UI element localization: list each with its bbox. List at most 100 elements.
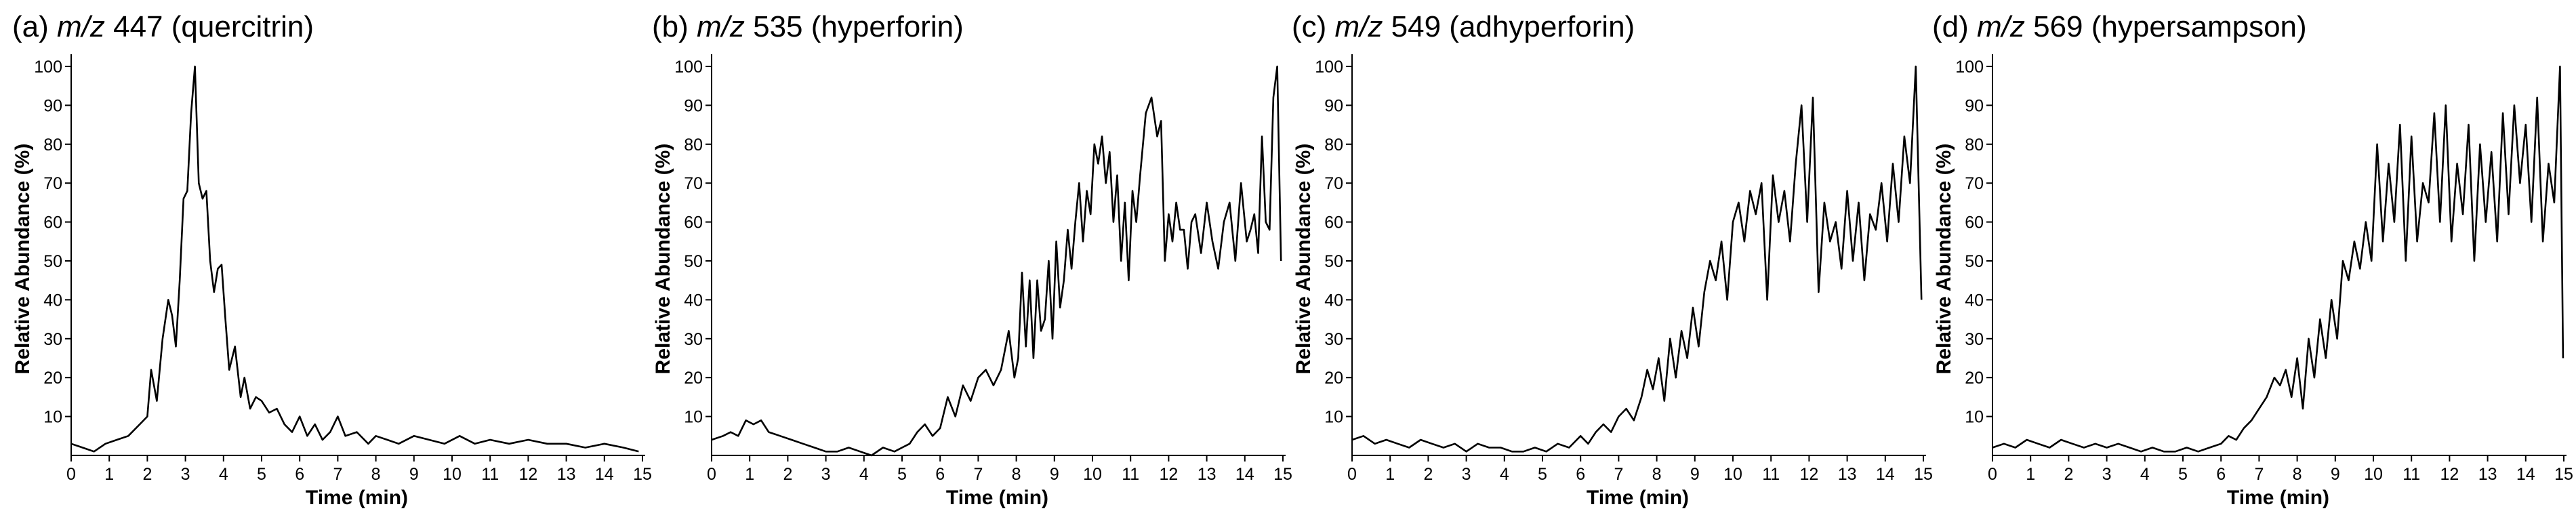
- x-tick-label: 14: [595, 465, 614, 484]
- y-tick-label: 60: [1324, 213, 1343, 232]
- x-tick-label: 11: [1762, 465, 1780, 484]
- x-tick-label: 7: [973, 465, 983, 484]
- x-tick-label: 4: [859, 465, 869, 484]
- x-tick-label: 3: [821, 465, 831, 484]
- x-tick-label: 4: [1500, 465, 1509, 484]
- y-tick-label: 70: [684, 174, 703, 193]
- y-tick-label: 20: [1965, 369, 1984, 388]
- y-tick-label: 10: [684, 408, 703, 427]
- y-tick-label: 10: [43, 408, 62, 427]
- x-tick-label: 14: [2516, 465, 2535, 484]
- panel-title: (c) m/z 549 (adhyperforin): [1292, 10, 1635, 43]
- x-tick-label: 1: [2026, 465, 2035, 484]
- x-tick-label: 5: [257, 465, 266, 484]
- y-axis-label: Relative Abundance (%): [1292, 144, 1315, 375]
- y-tick-label: 30: [1324, 330, 1343, 349]
- chromatogram-trace: [1992, 65, 2564, 453]
- x-tick-label: 11: [2403, 465, 2420, 484]
- y-tick-label: 80: [1324, 136, 1343, 155]
- x-tick-label: 0: [66, 465, 76, 484]
- y-tick-label: 60: [684, 213, 703, 232]
- x-tick-label: 5: [1538, 465, 1547, 484]
- y-tick-label: 10: [1965, 408, 1984, 427]
- x-tick-label: 12: [2440, 465, 2459, 484]
- x-tick-label: 6: [935, 465, 945, 484]
- y-tick-label: 100: [1955, 58, 1984, 77]
- mz-label: m/z: [57, 10, 105, 43]
- x-tick-label: 15: [633, 465, 652, 484]
- x-tick-label: 8: [1652, 465, 1662, 484]
- y-tick-label: 20: [684, 369, 703, 388]
- panel-c: (c) m/z 549 (adhyperforin)0 1 2 3 4 5 6 7 8 9 10 11…: [1292, 10, 1933, 509]
- x-tick-label: 6: [2216, 465, 2226, 484]
- x-tick-label: 4: [219, 465, 228, 484]
- panel-label: (a): [12, 10, 57, 43]
- chromatogram-trace: [70, 65, 639, 453]
- panel-b: (b) m/z 535 (hyperforin)0 1 2 3 4 5 6 7 8 9 10 11 12…: [652, 10, 1292, 509]
- panel-title: (b) m/z 535 (hyperforin): [652, 10, 964, 43]
- x-tick-label: 0: [707, 465, 716, 484]
- compound-name: (adhyperforin): [1449, 10, 1635, 43]
- x-tick-label: 11: [1122, 465, 1139, 484]
- x-tick-label: 13: [1198, 465, 1217, 484]
- y-tick-label: 50: [684, 252, 703, 271]
- y-tick-label: 80: [43, 136, 62, 155]
- compound-name: (hyperforin): [811, 10, 964, 43]
- x-tick-label: 3: [181, 465, 190, 484]
- x-tick-label: 8: [371, 465, 381, 484]
- y-axis-label: Relative Abundance (%): [652, 144, 674, 375]
- mz-label: m/z: [697, 10, 745, 43]
- x-tick-label: 2: [2064, 465, 2073, 484]
- y-tick-label: 50: [1965, 252, 1984, 271]
- x-tick-label: 5: [2178, 465, 2188, 484]
- x-tick-label: 10: [2364, 465, 2383, 484]
- panel-label: (b): [652, 10, 697, 43]
- y-tick-label: 40: [1965, 291, 1984, 310]
- x-tick-label: 6: [1576, 465, 1585, 484]
- x-tick-label: 7: [333, 465, 342, 484]
- x-axis-label: Time (min): [1587, 487, 1689, 509]
- x-tick-label: 5: [897, 465, 907, 484]
- x-tick-label: 0: [1347, 465, 1357, 484]
- y-tick-label: 80: [684, 136, 703, 155]
- y-tick-label: 50: [43, 252, 62, 271]
- x-tick-label: 3: [1462, 465, 1471, 484]
- y-tick-label: 70: [43, 174, 62, 193]
- x-tick-label: 0: [1988, 465, 1997, 484]
- x-tick-label: 14: [1235, 465, 1254, 484]
- y-tick-label: 90: [43, 96, 62, 115]
- x-axis-label: Time (min): [2227, 487, 2329, 509]
- mz-value: 569: [2025, 10, 2091, 43]
- x-tick-label: 7: [2254, 465, 2264, 484]
- mz-label: m/z: [1977, 10, 2025, 43]
- x-tick-label: 1: [104, 465, 114, 484]
- x-tick-label: 9: [409, 465, 419, 484]
- y-tick-label: 30: [43, 330, 62, 349]
- y-tick-label: 30: [684, 330, 703, 349]
- y-tick-label: 70: [1965, 174, 1984, 193]
- x-tick-label: 8: [1012, 465, 1021, 484]
- y-tick-label: 80: [1965, 136, 1984, 155]
- x-tick-label: 7: [1614, 465, 1623, 484]
- panel-a: (a) m/z 447 (quercitrin)0 1 2 3 4 5 6 7 8 9 10 11 12…: [12, 10, 652, 509]
- x-tick-label: 13: [2478, 465, 2497, 484]
- x-tick-label: 2: [783, 465, 792, 484]
- x-tick-label: 8: [2293, 465, 2302, 484]
- x-tick-label: 1: [1385, 465, 1395, 484]
- x-tick-label: 1: [745, 465, 754, 484]
- x-tick-label: 9: [1050, 465, 1059, 484]
- y-tick-label: 50: [1324, 252, 1343, 271]
- x-tick-label: 4: [2140, 465, 2150, 484]
- y-tick-label: 100: [34, 58, 62, 77]
- panel-d: (d) m/z 569 (hypersampson)0 1 2 3 4 5 6 7 8 9 10 11…: [1932, 10, 2573, 509]
- x-axis-label: Time (min): [306, 487, 408, 509]
- chromatogram-trace: [1351, 65, 1923, 453]
- x-tick-label: 13: [557, 465, 576, 484]
- panel-label: (d): [1932, 10, 1977, 43]
- mz-value: 549: [1383, 10, 1449, 43]
- x-tick-label: 10: [1723, 465, 1742, 484]
- y-tick-label: 20: [43, 369, 62, 388]
- y-tick-label: 90: [1324, 96, 1343, 115]
- y-tick-label: 40: [684, 291, 703, 310]
